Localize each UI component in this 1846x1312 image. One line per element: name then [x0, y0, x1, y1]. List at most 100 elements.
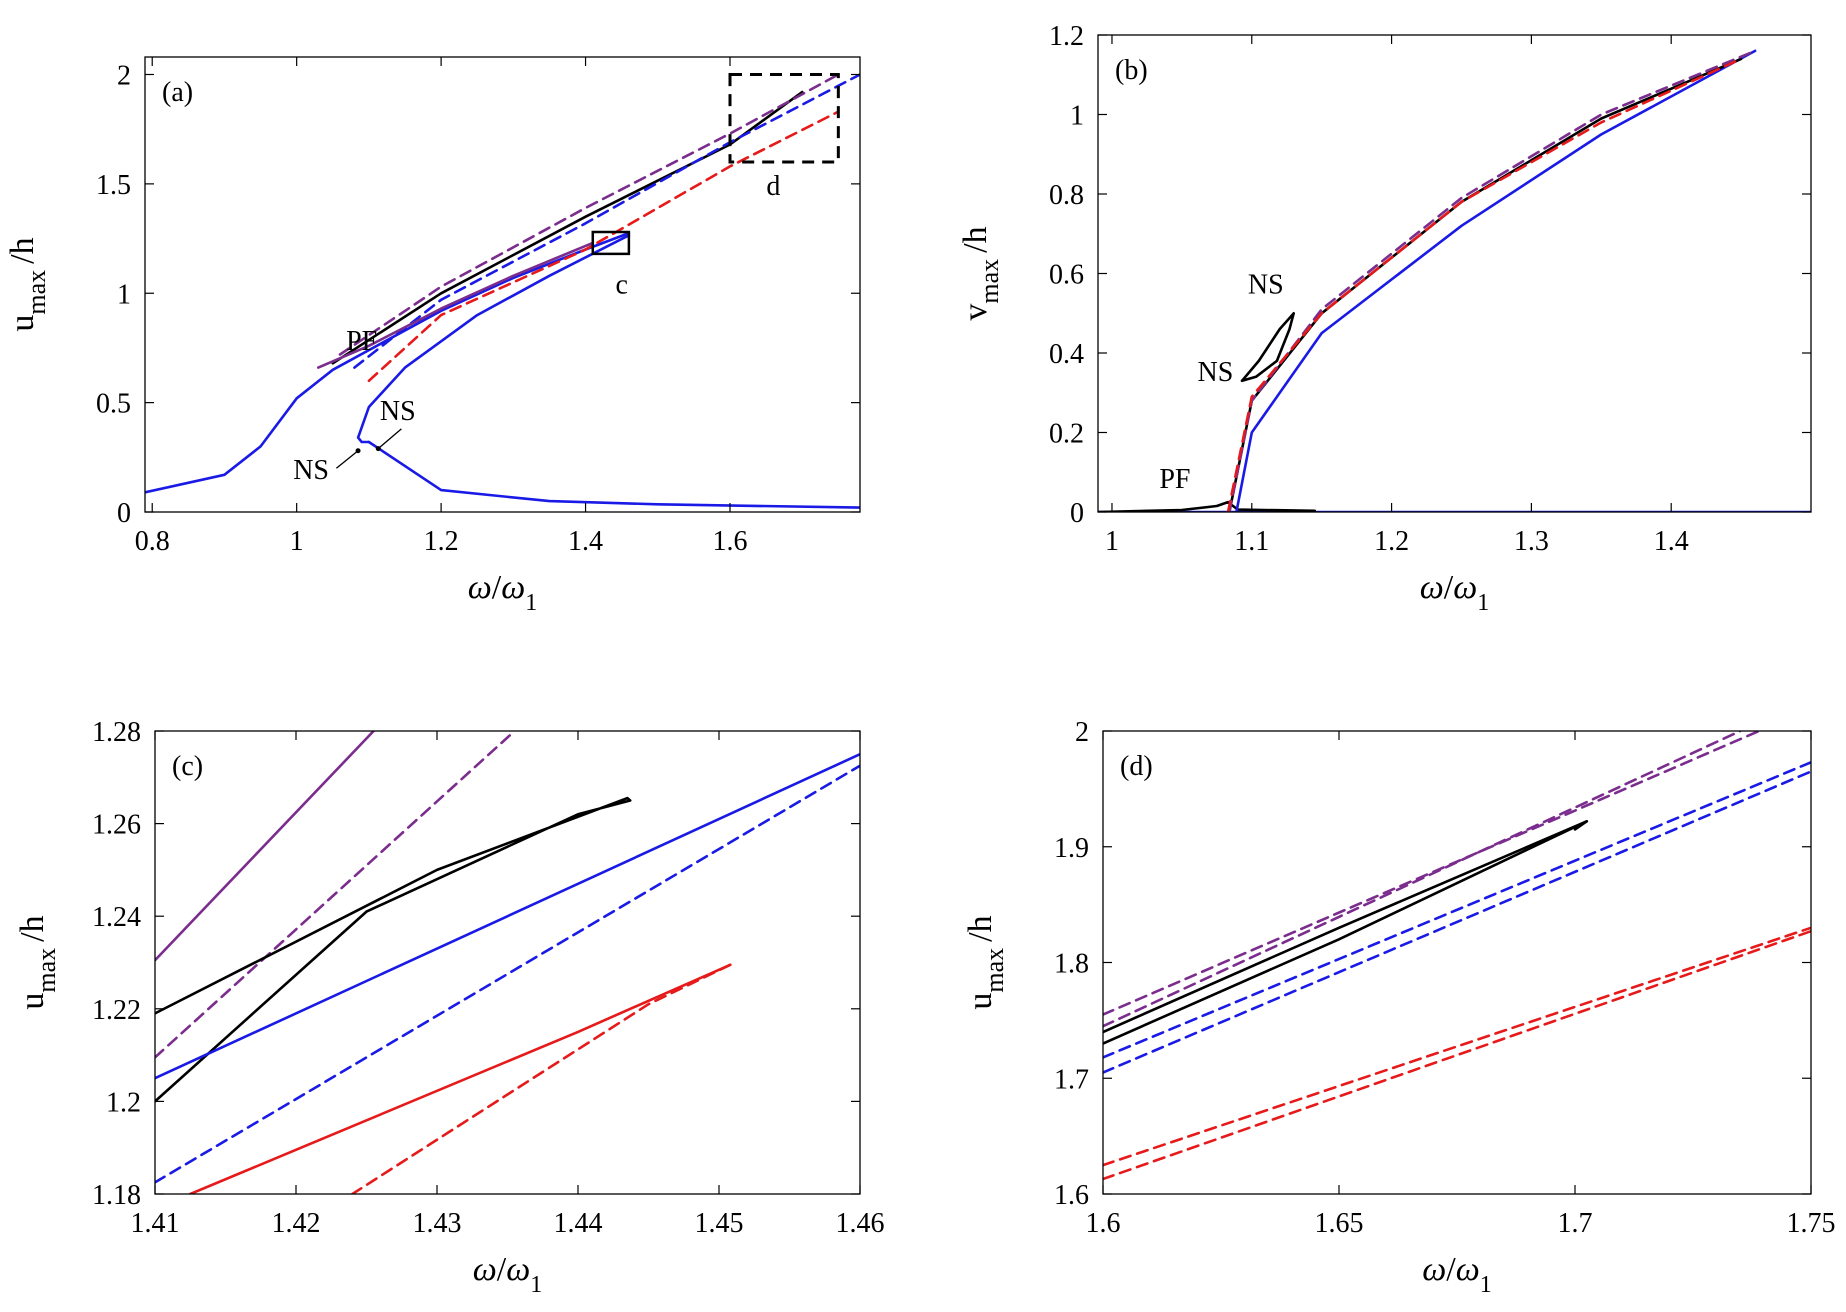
y-tick-label: 0.6	[1049, 260, 1084, 291]
panel-c: 1.41 1.42 1.43 1.44 1.45 1.46 1.18 1.2 1.22 1.24 1…	[14, 717, 885, 1298]
y-tick-label: 1.5	[96, 170, 131, 201]
y-tick-label: 0.8	[1049, 180, 1084, 211]
axes-frame	[154, 730, 861, 1195]
series-purple-dashed	[1103, 731, 1761, 1016]
panel-label: (c)	[172, 751, 203, 782]
y-axis-label: umax/h	[14, 915, 61, 1009]
panel-label: (b)	[1115, 55, 1148, 86]
series-black-solid	[331, 90, 804, 365]
annotation-c: c	[615, 269, 627, 300]
x-tick-label: 1.43	[413, 1208, 462, 1239]
y-tick-label: 1.9	[1054, 833, 1089, 864]
arrow-head	[355, 448, 361, 454]
y-tick-label: 1.26	[92, 810, 141, 841]
x-tick-label: 1.65	[1315, 1208, 1364, 1239]
series-purple-dashed	[338, 73, 840, 356]
x-axis-label: ω/ω1	[1422, 1251, 1491, 1298]
y-axis-label: umax/h	[4, 237, 51, 331]
series-blue-dashed	[1103, 770, 1811, 1074]
series-red-dashed	[1226, 57, 1743, 512]
panel-b: 1 1.1 1.2 1.3 1.4 0 0.2 0.4 0.6 0.8 1 1.2 ω/ω1 vmax/h…	[957, 21, 1812, 616]
series-purple-solid	[316, 241, 595, 369]
axes-frame	[144, 56, 861, 513]
panel-label: (a)	[162, 77, 193, 108]
x-tick-label: 1	[290, 526, 304, 557]
series-black-solid	[155, 796, 632, 1103]
annotation-ns: NS	[1248, 269, 1284, 300]
y-tick-label: 1.6	[1054, 1180, 1089, 1211]
x-tick-label: 1.42	[272, 1208, 321, 1239]
x-tick-label: 1.2	[1374, 526, 1409, 557]
x-tick-label: 1.46	[836, 1208, 885, 1239]
x-tick-label: 1.3	[1514, 526, 1549, 557]
series-purple-solid	[155, 731, 375, 962]
series-black-solid	[1103, 819, 1589, 1045]
axes-frame	[1097, 34, 1812, 513]
annotation-ns: NS	[380, 396, 416, 427]
x-tick-label: 1.1	[1234, 526, 1269, 557]
y-tick-label: 1.22	[92, 995, 141, 1026]
annotation-d: d	[766, 171, 780, 202]
series-blue-solid	[356, 234, 631, 444]
annotation-arrow	[335, 450, 359, 469]
y-tick-label: 0.4	[1049, 339, 1084, 370]
y-tick-label: 0.5	[96, 389, 131, 420]
x-tick-label: 1.7	[1558, 1208, 1593, 1239]
series-blue-solid	[367, 440, 860, 509]
y-tick-label: 0	[117, 498, 131, 529]
series-red-dashed	[1103, 929, 1811, 1181]
annotation-ns: NS	[293, 455, 329, 486]
y-axis-label: vmax/h	[957, 226, 1004, 320]
x-tick-label: 1.75	[1787, 1208, 1836, 1239]
x-tick-label: 1.4	[568, 526, 603, 557]
series-blue-dashed	[1103, 760, 1811, 1059]
series-blue-solid	[155, 752, 860, 1080]
x-tick-label: 0.8	[135, 526, 170, 557]
series-blue-solid	[1235, 49, 1757, 512]
x-tick-label: 1.2	[424, 526, 459, 557]
y-tick-label: 1	[1070, 101, 1084, 132]
x-axis-label: ω/ω1	[1420, 569, 1489, 616]
x-tick-label: 1.4	[1654, 526, 1689, 557]
zoom-box-d	[728, 73, 840, 164]
series-red-dashed	[367, 110, 840, 383]
annotation-pf: PF	[1159, 464, 1190, 495]
annotation-pf: PF	[346, 326, 377, 357]
y-tick-label: 2	[1075, 717, 1089, 748]
arrow-head	[375, 446, 381, 452]
y-tick-label: 2	[117, 61, 131, 92]
x-tick-label: 1.6	[1086, 1208, 1121, 1239]
series-black-solid	[1098, 500, 1316, 512]
annotation-ns: NS	[1198, 357, 1234, 388]
y-tick-label: 0.2	[1049, 419, 1084, 450]
series-red-solid	[189, 963, 732, 1194]
y-tick-label: 1	[117, 279, 131, 310]
y-tick-label: 0	[1070, 498, 1084, 529]
x-tick-label: 1.41	[131, 1208, 180, 1239]
series-purple-dashed	[1228, 49, 1757, 512]
series-blue-dashed	[353, 73, 860, 369]
y-tick-label: 1.8	[1054, 949, 1089, 980]
y-tick-label: 1.28	[92, 717, 141, 748]
y-tick-label: 1.2	[1049, 21, 1084, 52]
x-tick-label: 1.44	[554, 1208, 603, 1239]
panel-a: 0.8 1 1.2 1.4 1.6 0 0.5 1 1.5 2 ω/ω1 umax/h (a) PF NS N…	[4, 56, 861, 616]
series-red-dashed	[351, 963, 732, 1194]
x-tick-label: 1	[1105, 526, 1119, 557]
y-tick-label: 1.2	[106, 1087, 141, 1118]
x-tick-label: 1.6	[713, 526, 748, 557]
x-tick-label: 1.45	[695, 1208, 744, 1239]
annotation-arrow	[377, 428, 402, 450]
series-blue-solid	[145, 231, 631, 494]
x-axis-label: ω/ω1	[468, 569, 537, 616]
series-purple-dashed	[1103, 731, 1742, 1028]
x-axis-label: ω/ω1	[473, 1251, 542, 1298]
series-purple-dashed	[155, 731, 516, 1059]
zoom-box-c	[591, 230, 631, 256]
series-red-dashed	[1103, 926, 1811, 1167]
series-black-solid	[1103, 819, 1589, 1034]
panel-d: 1.6 1.65 1.7 1.75 1.6 1.7 1.8 1.9 2 ω/ω1 umax/h (d)	[962, 717, 1836, 1298]
series-black-solid	[1240, 311, 1295, 383]
y-tick-label: 1.24	[92, 902, 141, 933]
